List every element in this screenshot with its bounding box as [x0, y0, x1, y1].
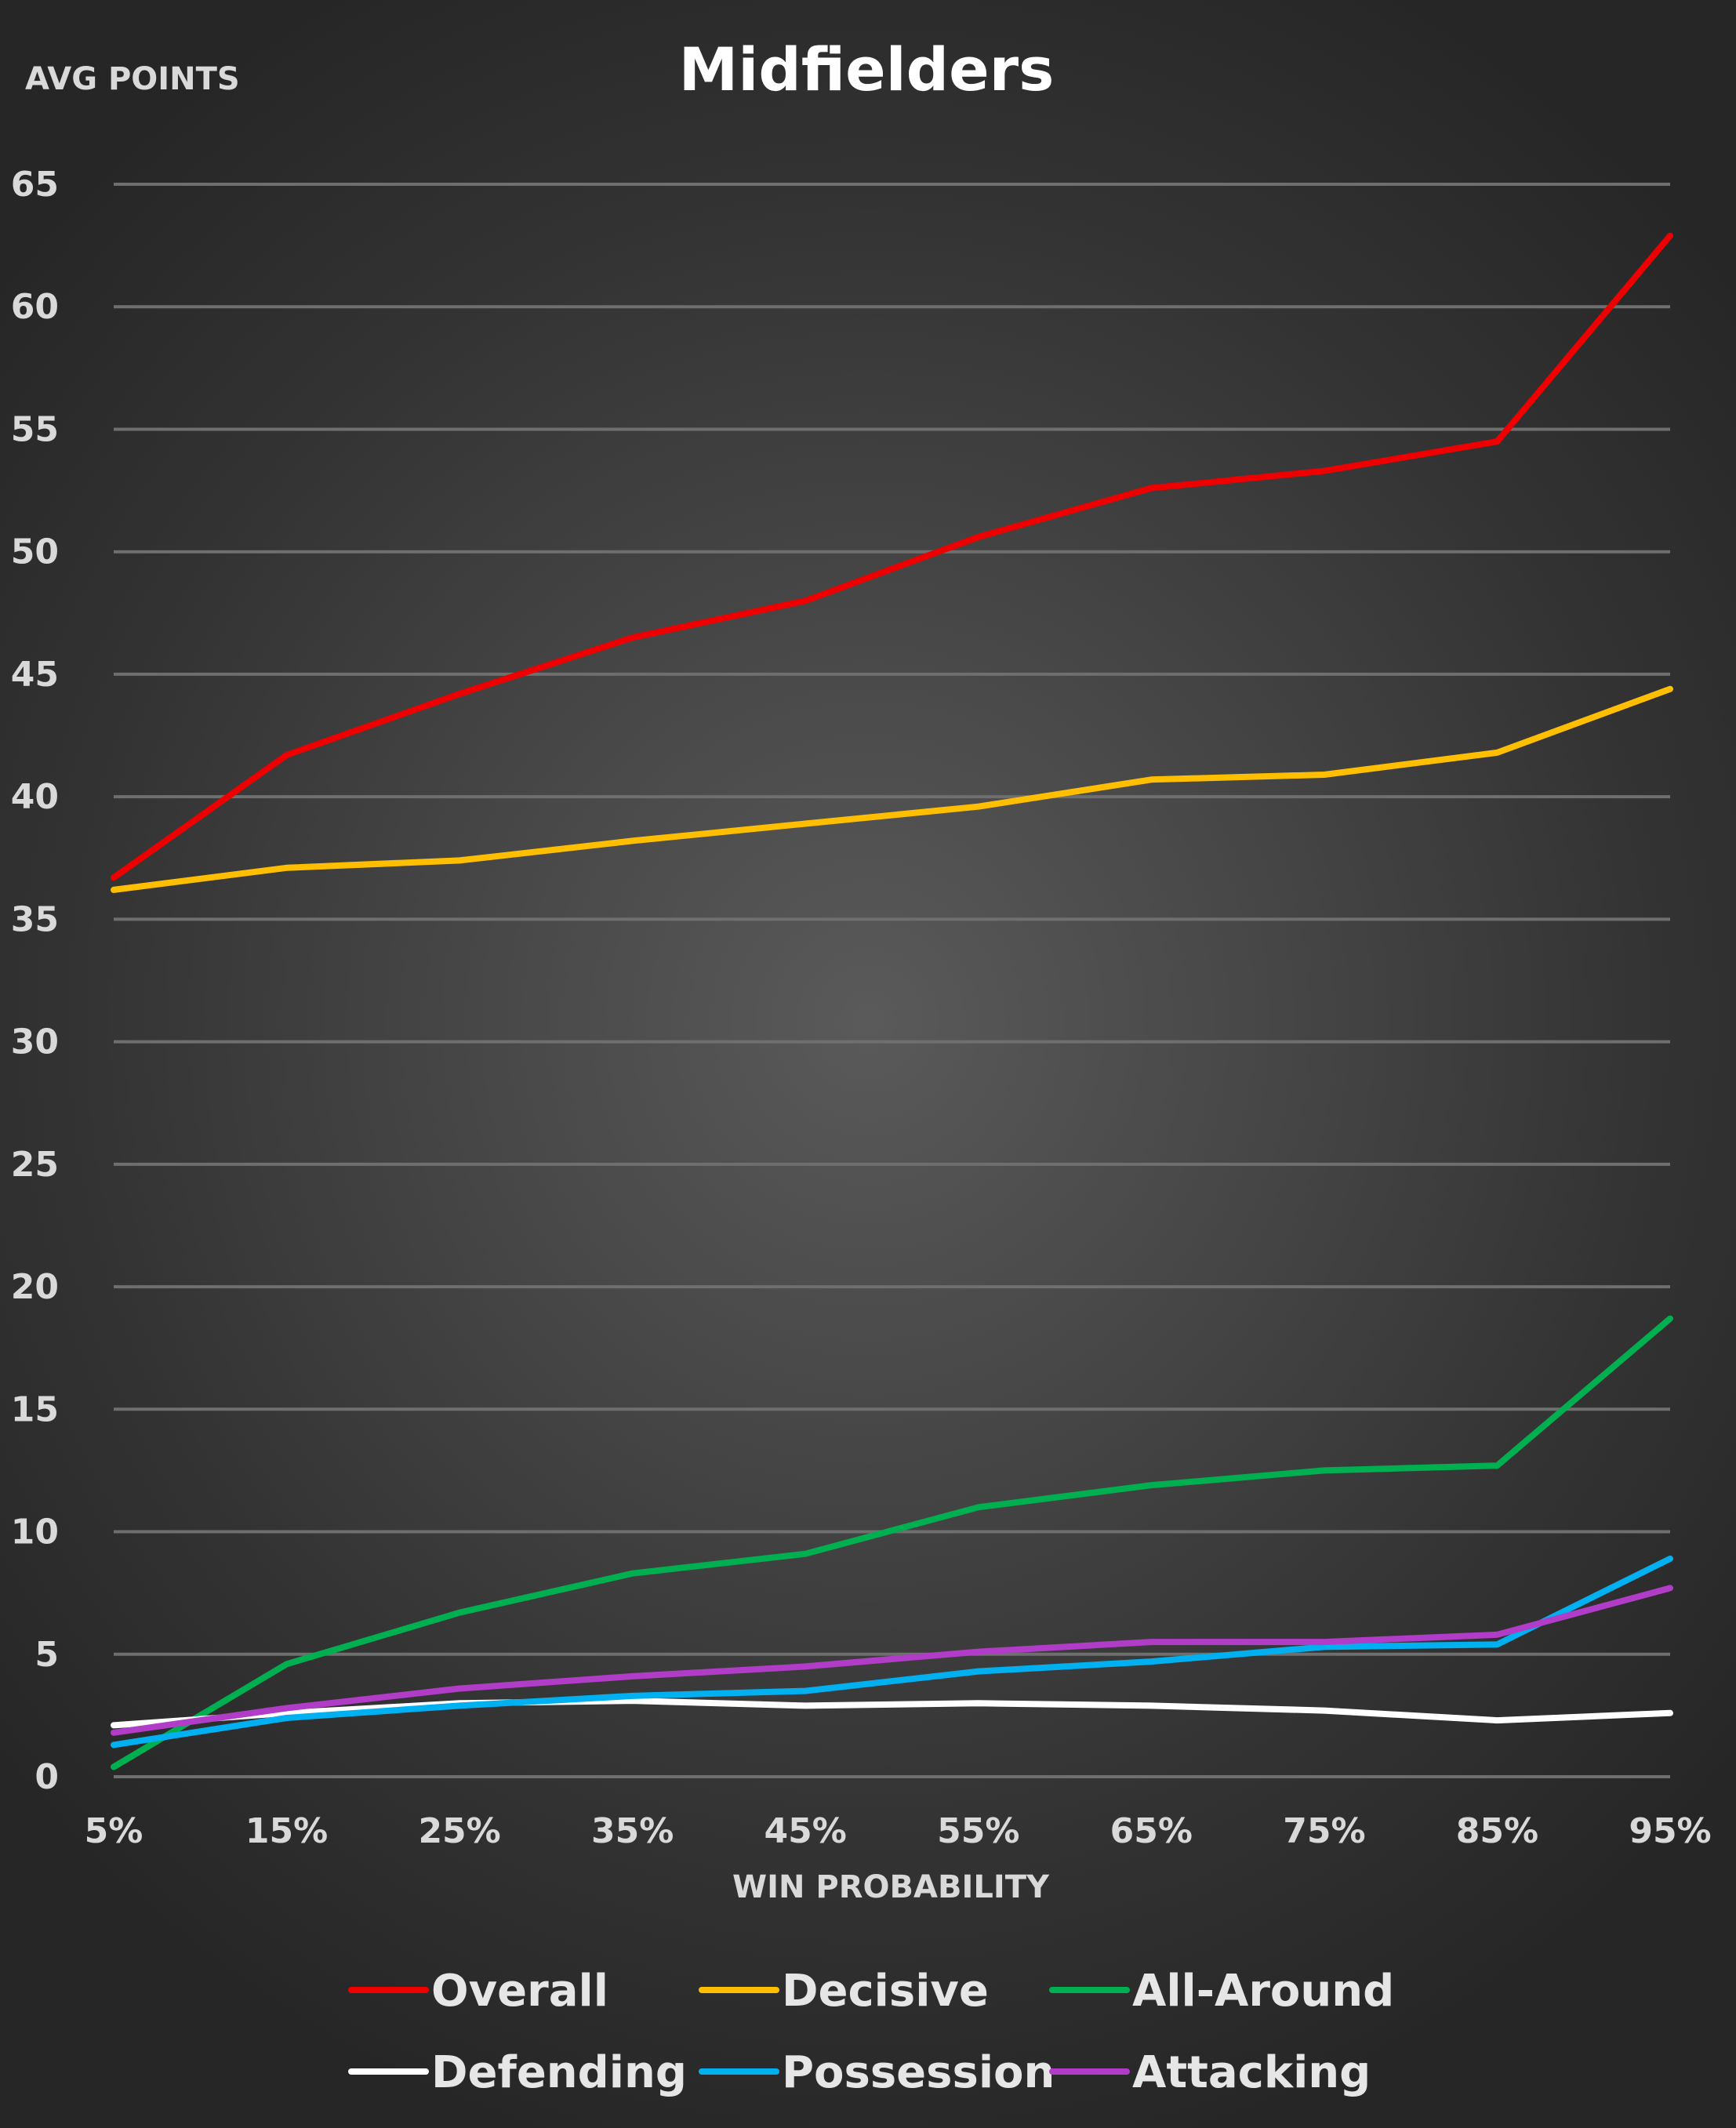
- y-tick-label: 60: [11, 287, 59, 327]
- x-tick-label: 25%: [418, 1811, 500, 1851]
- legend-label: Attacking: [1132, 2047, 1371, 2098]
- x-tick-label: 95%: [1629, 1811, 1711, 1851]
- chart-title: Midfielders: [679, 34, 1055, 104]
- x-tick-label: 35%: [591, 1811, 674, 1851]
- x-axis-ticks: 5% 15% 25% 35% 45% 55% 65% 75% 85% 95%: [85, 1811, 1712, 1851]
- y-tick-label: 0: [35, 1757, 59, 1797]
- series-line-attacking: [111, 1585, 1673, 1736]
- x-tick-label: 55%: [937, 1811, 1019, 1851]
- y-tick-label: 55: [11, 409, 59, 449]
- y-tick-label: 10: [11, 1512, 59, 1552]
- legend-label: Defending: [431, 2047, 687, 2098]
- y-tick-label: 5: [35, 1635, 59, 1675]
- y-tick-label: 20: [11, 1267, 59, 1307]
- series-line-possession: [111, 1555, 1673, 1749]
- gridlines: [114, 183, 1670, 1778]
- x-tick-label: 65%: [1110, 1811, 1193, 1851]
- x-tick-label: 85%: [1456, 1811, 1538, 1851]
- series-line-decisive: [111, 685, 1673, 893]
- series-lines: [111, 232, 1673, 1770]
- series-line-defending: [111, 1698, 1673, 1729]
- legend: Overall Decisive All-Around Defending Posses…: [348, 1966, 1394, 2098]
- legend-item-attacking: Attacking: [1049, 2047, 1371, 2098]
- legend-label: Possession: [782, 2047, 1055, 2098]
- y-tick-label: 25: [11, 1145, 59, 1185]
- x-tick-label: 45%: [764, 1811, 847, 1851]
- y-tick-label: 65: [11, 165, 59, 205]
- y-tick-label: 45: [11, 655, 59, 695]
- legend-item-decisive: Decisive: [699, 1966, 989, 2017]
- legend-item-all-around: All-Around: [1049, 1966, 1394, 2017]
- y-tick-label: 50: [11, 532, 59, 572]
- legend-item-defending: Defending: [348, 2047, 687, 2098]
- x-tick-label: 75%: [1283, 1811, 1365, 1851]
- series-line-overall: [111, 232, 1673, 881]
- legend-item-possession: Possession: [699, 2047, 1055, 2098]
- legend-label: All-Around: [1132, 1966, 1394, 2017]
- x-axis-label: WIN PROBABILITY: [732, 1869, 1050, 1905]
- y-tick-label: 35: [11, 899, 59, 939]
- legend-label: Decisive: [782, 1966, 989, 2017]
- x-tick-label: 5%: [85, 1811, 143, 1851]
- y-tick-label: 30: [11, 1022, 59, 1062]
- series-line-all-around: [111, 1315, 1673, 1770]
- y-axis-label: AVG POINTS: [25, 61, 240, 97]
- y-tick-label: 15: [11, 1389, 59, 1429]
- y-tick-label: 40: [11, 777, 59, 817]
- legend-item-overall: Overall: [348, 1966, 608, 2017]
- legend-label: Overall: [431, 1966, 608, 2017]
- y-axis-ticks: 0 5 10 15 20 25 30 35 40 45 50 55 60 65: [11, 165, 59, 1797]
- x-tick-label: 15%: [245, 1811, 328, 1851]
